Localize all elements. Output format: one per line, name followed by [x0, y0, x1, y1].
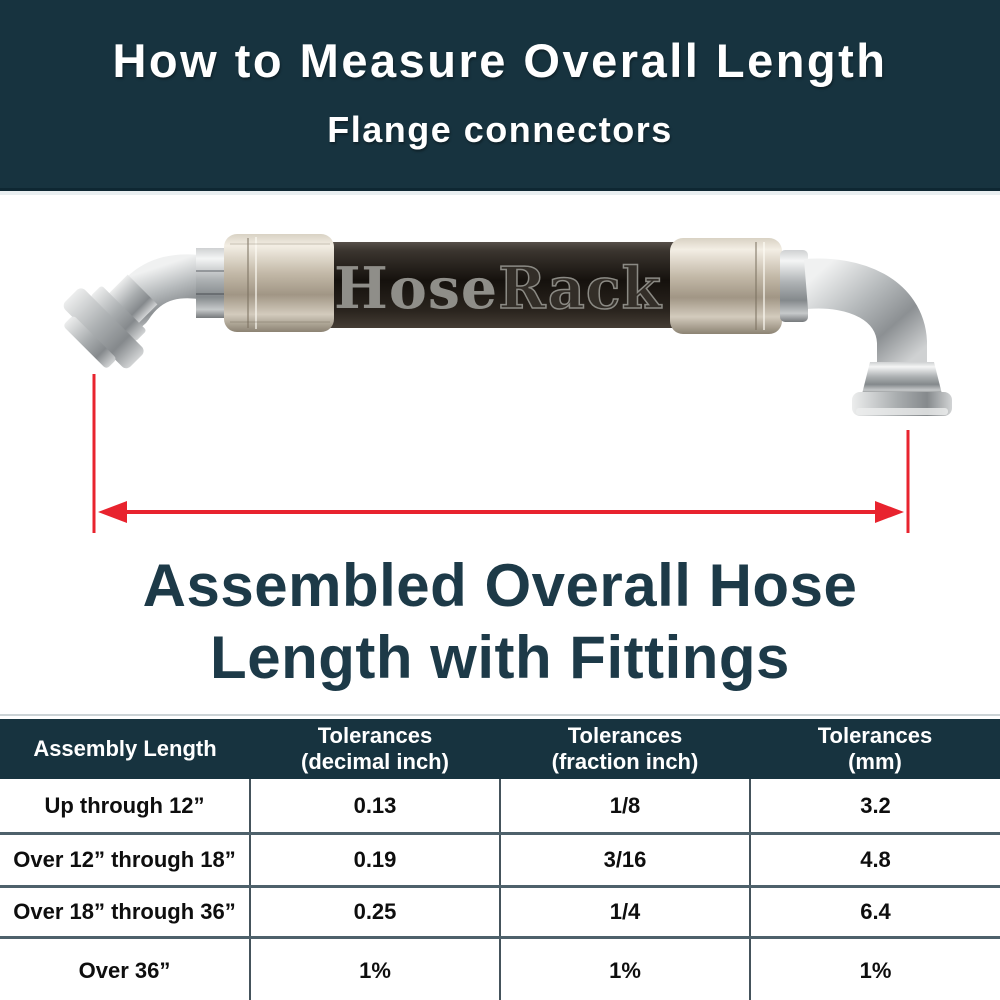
header-tolerance-decimal: Tolerances (decimal inch)	[250, 719, 500, 779]
cell-assembly-length: Up through 12”	[0, 779, 250, 834]
page-title: How to Measure Overall Length	[112, 34, 888, 87]
hose-watermark: HoseRack	[334, 255, 663, 322]
cell-tolerance-decimal: 0.25	[249, 885, 500, 938]
left-ferrule	[224, 234, 334, 332]
cell-tolerance-decimal: 0.19	[249, 832, 500, 887]
cell-tolerance-mm: 4.8	[749, 832, 1000, 887]
right-collar	[780, 250, 808, 322]
dimension-lines	[92, 374, 910, 533]
table-row: Up through 12” 0.13 1/8 3.2	[0, 779, 1000, 834]
cell-tolerance-mm: 6.4	[749, 885, 1000, 938]
hose-photo: HoseRack	[63, 234, 952, 533]
arrowhead-right-icon	[875, 501, 904, 523]
page-subtitle: Flange connectors	[327, 109, 673, 150]
cell-assembly-length: Over 36”	[0, 936, 250, 1000]
cell-tolerance-decimal: 1%	[249, 936, 500, 1000]
cell-assembly-length: Over 18” through 36”	[0, 885, 250, 938]
tolerance-table: Assembly Length Tolerances (decimal inch…	[0, 719, 1000, 1000]
right-ferrule	[670, 238, 808, 334]
hose-body: HoseRack	[316, 242, 692, 328]
banner-underline	[0, 191, 1000, 195]
header-tolerance-fraction: Tolerances (fraction inch)	[500, 719, 750, 779]
cell-tolerance-mm: 3.2	[749, 779, 1000, 834]
cell-tolerance-fraction: 1%	[499, 936, 750, 1000]
title-banner: How to Measure Overall Length Flange con…	[0, 0, 1000, 191]
cell-tolerance-fraction: 1/4	[499, 885, 750, 938]
caption-line2: Length with Fittings	[210, 624, 790, 691]
table-row: Over 18” through 36” 0.25 1/4 6.4	[0, 885, 1000, 938]
header-assembly-length: Assembly Length	[0, 719, 250, 779]
cell-tolerance-mm: 1%	[749, 936, 1000, 1000]
left-flange-fitting	[63, 248, 248, 369]
table-row: Over 36” 1% 1% 1%	[0, 936, 1000, 1000]
caption-line1: Assembled Overall Hose	[142, 552, 858, 619]
caption: Assembled Overall Hose Length with Fitti…	[0, 550, 1000, 694]
table-header-row: Assembly Length Tolerances (decimal inch…	[0, 719, 1000, 779]
cell-tolerance-fraction: 3/16	[499, 832, 750, 887]
table-top-divider	[0, 714, 1000, 716]
arrowhead-left-icon	[98, 501, 127, 523]
cell-tolerance-decimal: 0.13	[249, 779, 500, 834]
header-tolerance-mm: Tolerances (mm)	[750, 719, 1000, 779]
cell-tolerance-fraction: 1/8	[499, 779, 750, 834]
table-row: Over 12” through 18” 0.19 3/16 4.8	[0, 832, 1000, 887]
cell-assembly-length: Over 12” through 18”	[0, 832, 250, 887]
right-flange-fitting	[804, 258, 952, 416]
